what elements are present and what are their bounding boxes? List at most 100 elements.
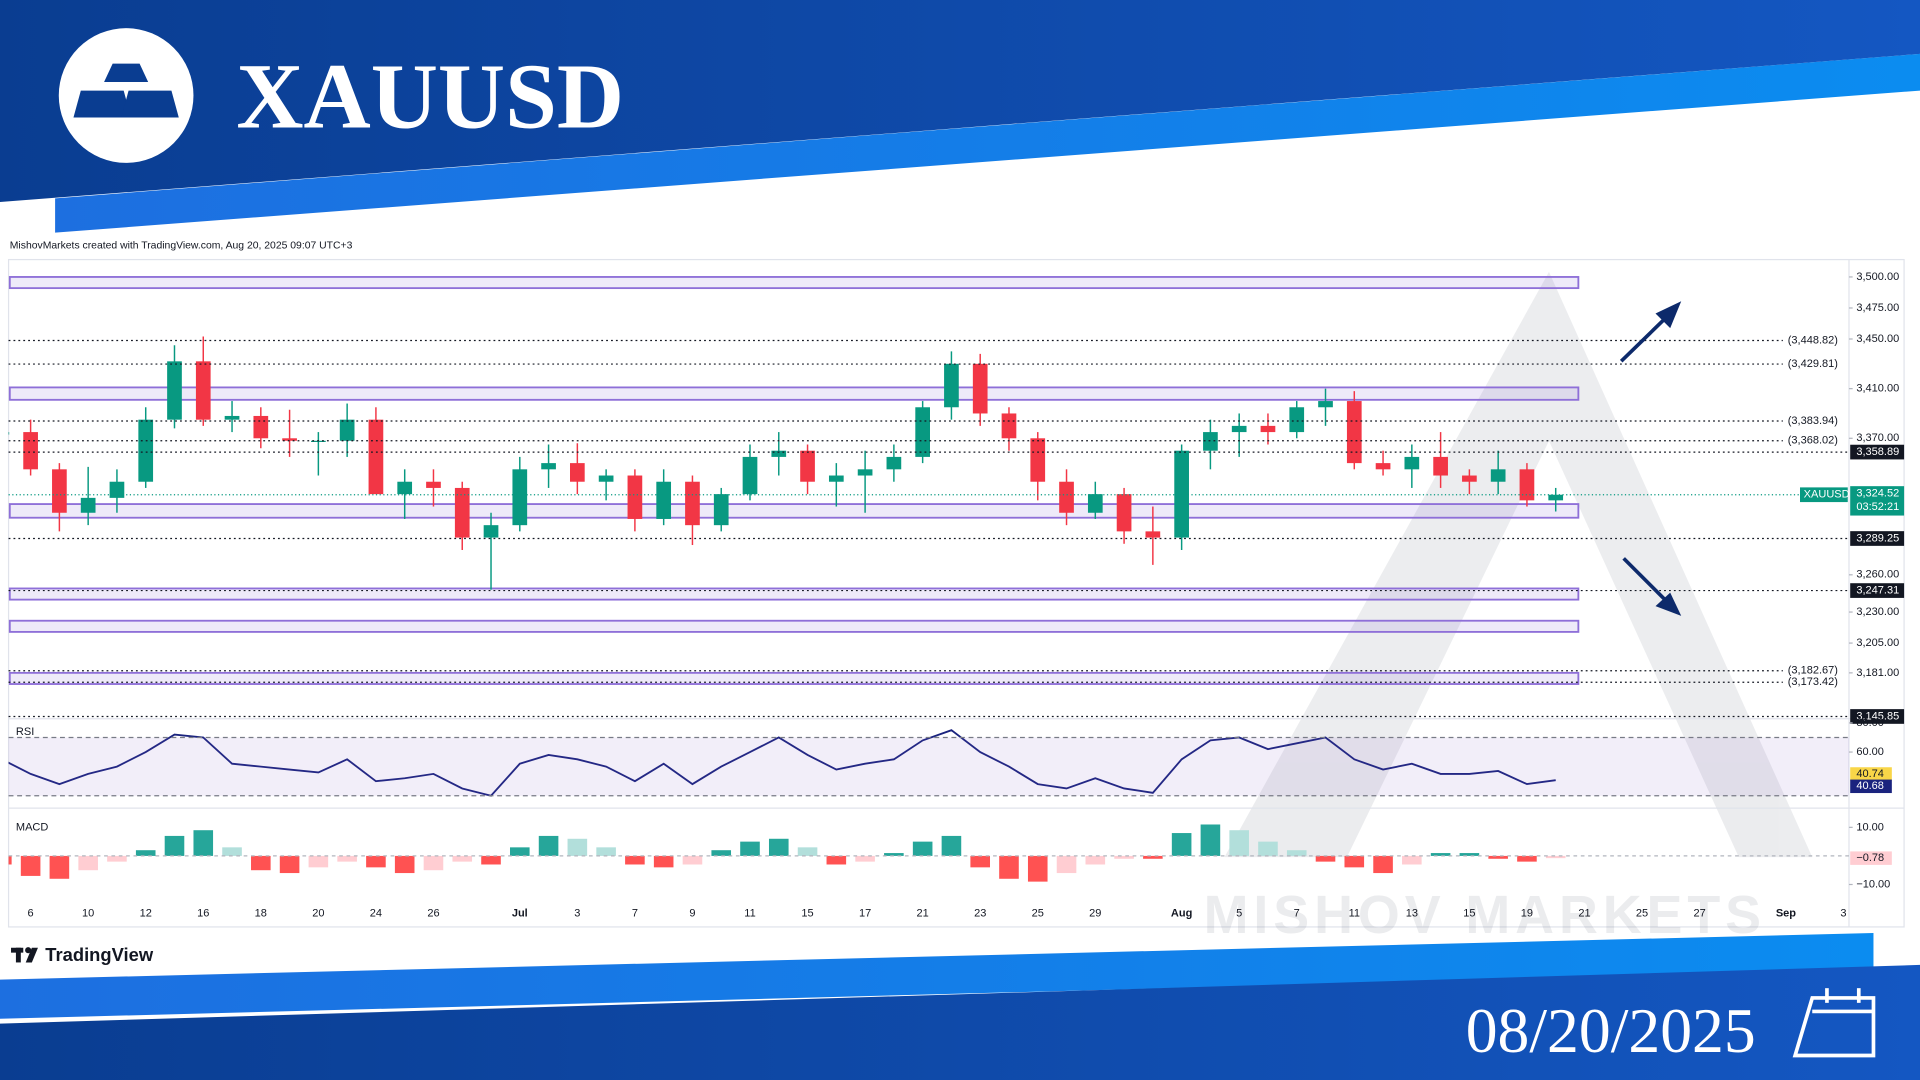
macd-bar xyxy=(1373,855,1393,874)
x-tick-label: 15 xyxy=(1463,907,1475,919)
candle-body xyxy=(1116,494,1132,532)
footer-stripe xyxy=(0,933,1874,1019)
candle-body xyxy=(1030,438,1046,482)
macd-bar xyxy=(308,855,329,868)
macd-bar xyxy=(1545,855,1566,859)
candle-body xyxy=(1375,463,1391,470)
brand-mark xyxy=(25,947,38,963)
level-label: (3,368.02) xyxy=(1788,435,1838,447)
candle-body xyxy=(1490,469,1506,482)
x-tick-label: 11 xyxy=(1349,907,1360,919)
candle-body xyxy=(1519,469,1535,501)
candle-body xyxy=(23,432,38,470)
candle-body xyxy=(1145,531,1161,538)
logo-circle xyxy=(58,28,194,163)
candle-body xyxy=(397,481,413,495)
macd-bar xyxy=(20,855,41,876)
candle-body xyxy=(80,497,96,513)
macd-bar xyxy=(567,838,588,856)
macd-bar xyxy=(1200,824,1221,856)
level-label: 3,145.85 xyxy=(1856,710,1899,722)
candle-body xyxy=(713,494,729,526)
x-tick-label: 21 xyxy=(917,907,929,919)
x-tick-label: 19 xyxy=(1521,907,1533,919)
plot-area xyxy=(8,276,1580,882)
candle-body xyxy=(1260,425,1276,433)
x-tick-label: 23 xyxy=(974,907,986,919)
candle-body xyxy=(1433,456,1448,476)
x-tick-label: Jul xyxy=(512,907,528,919)
candle-body xyxy=(685,481,700,526)
y-tick-label: 3,370.00 xyxy=(1856,432,1899,444)
footer-banner xyxy=(0,964,1920,1080)
header-banner xyxy=(0,0,1920,203)
macd-bar xyxy=(912,841,933,856)
pane-name: RSI xyxy=(16,726,34,738)
rsi-line xyxy=(8,729,1556,797)
brand-mark xyxy=(15,947,21,963)
logo-bar xyxy=(104,63,149,83)
macd-bar xyxy=(423,855,444,871)
macd-bar xyxy=(510,847,530,856)
macd-bar xyxy=(538,835,559,856)
last-price-label: 3,324.52 xyxy=(1856,487,1899,499)
x-tick-label: 7 xyxy=(1294,907,1300,919)
symbol-label: XAUUSD xyxy=(1804,489,1850,501)
x-tick-label: Sep xyxy=(1776,907,1796,919)
macd-bar xyxy=(279,855,300,874)
candle-body xyxy=(1404,456,1420,470)
macd-bar xyxy=(107,855,127,862)
macd-bar xyxy=(1344,855,1365,868)
x-tick-label: 16 xyxy=(197,907,209,919)
brand-mark xyxy=(25,947,32,954)
macd-bar xyxy=(251,855,271,871)
macd-bar xyxy=(193,830,214,856)
candle-body xyxy=(1318,401,1333,408)
candle-body xyxy=(253,415,269,439)
candle-body xyxy=(1087,494,1103,513)
level-label: (3,448.82) xyxy=(1788,334,1838,346)
macd-bar xyxy=(78,855,98,871)
macd-bar xyxy=(826,855,847,865)
candle-body xyxy=(339,419,355,441)
candle-body xyxy=(627,475,643,519)
countdown: 03:52:21 xyxy=(1856,501,1899,513)
macd-bar xyxy=(884,853,904,856)
arrows xyxy=(1619,301,1682,616)
candle-body xyxy=(224,415,240,420)
level-label: 3,358.89 xyxy=(1856,446,1899,458)
macd-bar xyxy=(1315,855,1336,862)
level-label: (3,383.94) xyxy=(1788,415,1838,427)
candle-body xyxy=(800,450,815,482)
candle-body xyxy=(167,361,182,420)
macd-bar xyxy=(164,835,185,856)
candle-body xyxy=(1231,425,1247,433)
level-label-box xyxy=(1850,583,1905,598)
x-tick-label: 7 xyxy=(632,907,638,919)
candle-body xyxy=(454,487,470,538)
candle-body xyxy=(742,456,758,495)
candle-body xyxy=(1462,475,1477,482)
credit: MishovMarkets created with TradingView.c… xyxy=(10,241,353,252)
x-tick-label: 11 xyxy=(744,907,755,919)
rsi-band xyxy=(8,737,1849,796)
level-label-box xyxy=(1850,444,1905,460)
level-label-box xyxy=(1850,709,1905,724)
macd-bar xyxy=(1258,841,1278,856)
macd-bar xyxy=(1056,855,1077,874)
zone xyxy=(8,671,1580,685)
macd-bar xyxy=(1488,855,1508,859)
zone xyxy=(8,386,1580,401)
macd-bar xyxy=(596,847,616,856)
date: 08/20/2025 xyxy=(1466,995,1756,1066)
x-tick-label: 9 xyxy=(689,907,695,919)
candle-body xyxy=(1001,413,1017,439)
logo-bar xyxy=(73,90,132,118)
macd-bar xyxy=(1171,833,1192,856)
level-label: 3,247.31 xyxy=(1856,584,1899,596)
macd-bar xyxy=(366,855,386,868)
last-price-box xyxy=(1850,486,1905,516)
macd-bar xyxy=(682,855,703,865)
header-stripe xyxy=(55,53,1920,233)
y-tick-label: 3,181.00 xyxy=(1856,667,1899,679)
